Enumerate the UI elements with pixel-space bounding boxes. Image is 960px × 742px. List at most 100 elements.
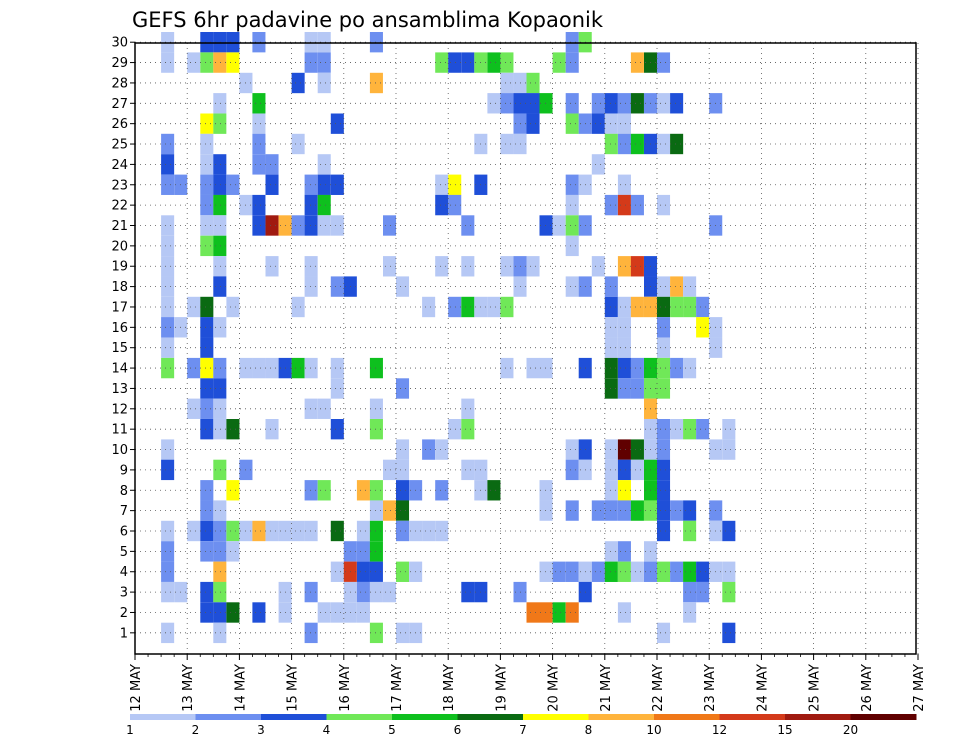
heatmap-cell xyxy=(161,256,175,277)
heatmap-cell xyxy=(330,419,344,440)
heatmap-cell xyxy=(213,541,227,562)
heatmap-cell xyxy=(304,357,318,379)
heatmap-cell xyxy=(630,194,644,216)
heatmap-cell xyxy=(539,500,553,521)
heatmap-cell xyxy=(696,296,710,318)
heatmap-cell xyxy=(565,602,579,623)
heatmap-cell xyxy=(200,154,214,175)
heatmap-cell xyxy=(722,561,736,582)
heatmap-cell xyxy=(630,296,644,318)
heatmap-cell xyxy=(435,480,449,501)
heatmap-cell xyxy=(396,561,410,582)
heatmap-cell xyxy=(330,113,344,134)
heatmap-cell xyxy=(565,32,579,53)
y-axis: 1234567891011121314151617181920212223242… xyxy=(111,36,135,641)
heatmap-cell xyxy=(552,52,566,73)
heatmap-cell xyxy=(657,459,671,481)
heatmap-cell xyxy=(435,174,449,195)
heatmap-cell xyxy=(604,439,618,460)
heatmap-cell xyxy=(383,215,397,236)
heatmap-cell xyxy=(722,419,736,440)
cells-layer xyxy=(161,32,736,644)
heatmap-cell xyxy=(265,154,279,175)
heatmap-cell xyxy=(161,215,175,236)
heatmap-cell xyxy=(187,357,201,379)
heatmap-cell xyxy=(369,480,383,501)
heatmap-cell xyxy=(526,113,540,134)
y-tick-label: 11 xyxy=(111,423,128,438)
heatmap-cell xyxy=(252,215,266,236)
heatmap-cell xyxy=(200,174,214,195)
heatmap-cell xyxy=(617,541,631,562)
heatmap-cell xyxy=(213,32,227,53)
x-tick-label: 26 MAY xyxy=(860,664,875,712)
heatmap-cell xyxy=(396,378,410,399)
heatmap-cell xyxy=(657,357,671,379)
heatmap-cell xyxy=(670,93,684,114)
heatmap-cell xyxy=(252,133,266,155)
heatmap-cell xyxy=(500,72,514,94)
y-tick-label: 18 xyxy=(111,280,128,295)
heatmap-cell xyxy=(591,154,605,175)
heatmap-cell xyxy=(200,520,214,542)
heatmap-cell xyxy=(291,215,305,236)
heatmap-cell xyxy=(213,113,227,134)
heatmap-cell xyxy=(657,276,671,297)
heatmap-cell xyxy=(630,93,644,114)
y-tick-label: 9 xyxy=(120,463,128,478)
heatmap-cell xyxy=(213,215,227,236)
heatmap-cell xyxy=(448,296,462,318)
heatmap-cell xyxy=(291,520,305,542)
heatmap-cell xyxy=(356,541,370,562)
heatmap-cell xyxy=(539,215,553,236)
y-tick-label: 16 xyxy=(111,321,128,336)
heatmap-cell xyxy=(539,93,553,114)
heatmap-cell xyxy=(226,602,240,623)
heatmap-cell xyxy=(304,480,318,501)
heatmap-cell xyxy=(226,520,240,542)
heatmap-cell xyxy=(304,256,318,277)
heatmap-cell xyxy=(539,480,553,501)
heatmap-cell xyxy=(213,93,227,114)
heatmap-cell xyxy=(630,500,644,521)
heatmap-cell xyxy=(657,296,671,318)
heatmap-cell xyxy=(448,194,462,216)
heatmap-cell xyxy=(317,52,331,73)
y-tick-label: 10 xyxy=(111,443,128,458)
x-tick-label: 19 MAY xyxy=(494,664,509,712)
heatmap-cell xyxy=(630,378,644,399)
heatmap-cell xyxy=(683,561,697,582)
heatmap-cell xyxy=(213,256,227,277)
heatmap-cell xyxy=(604,93,618,114)
colorbar-label: 15 xyxy=(777,723,792,737)
heatmap-cell xyxy=(657,317,671,338)
x-tick-label: 21 MAY xyxy=(599,664,614,712)
heatmap-cell xyxy=(617,439,631,460)
heatmap-cell xyxy=(213,459,227,481)
y-tick-label: 25 xyxy=(111,138,128,153)
heatmap-cell xyxy=(317,154,331,175)
heatmap-cell xyxy=(252,357,266,379)
heatmap-cell xyxy=(657,337,671,358)
heatmap-cell xyxy=(396,459,410,481)
heatmap-cell xyxy=(657,194,671,216)
heatmap-cell xyxy=(722,622,736,644)
x-tick-label: 20 MAY xyxy=(547,664,562,712)
heatmap-cell xyxy=(657,561,671,582)
heatmap-cell xyxy=(500,93,514,114)
heatmap-cell xyxy=(369,622,383,644)
heatmap-cell xyxy=(617,93,631,114)
heatmap-cell xyxy=(226,296,240,318)
colorbar-swatch xyxy=(654,714,720,720)
heatmap-cell xyxy=(252,113,266,134)
heatmap-cell xyxy=(304,520,318,542)
heatmap-cell xyxy=(356,581,370,603)
y-tick-label: 7 xyxy=(120,504,128,519)
colorbar-swatch xyxy=(719,714,786,720)
heatmap-cell xyxy=(670,296,684,318)
heatmap-cell xyxy=(213,500,227,521)
colorbar-swatch xyxy=(523,714,589,720)
y-tick-label: 5 xyxy=(120,545,128,560)
x-tick-label: 14 MAY xyxy=(233,664,248,712)
heatmap-cell xyxy=(670,276,684,297)
